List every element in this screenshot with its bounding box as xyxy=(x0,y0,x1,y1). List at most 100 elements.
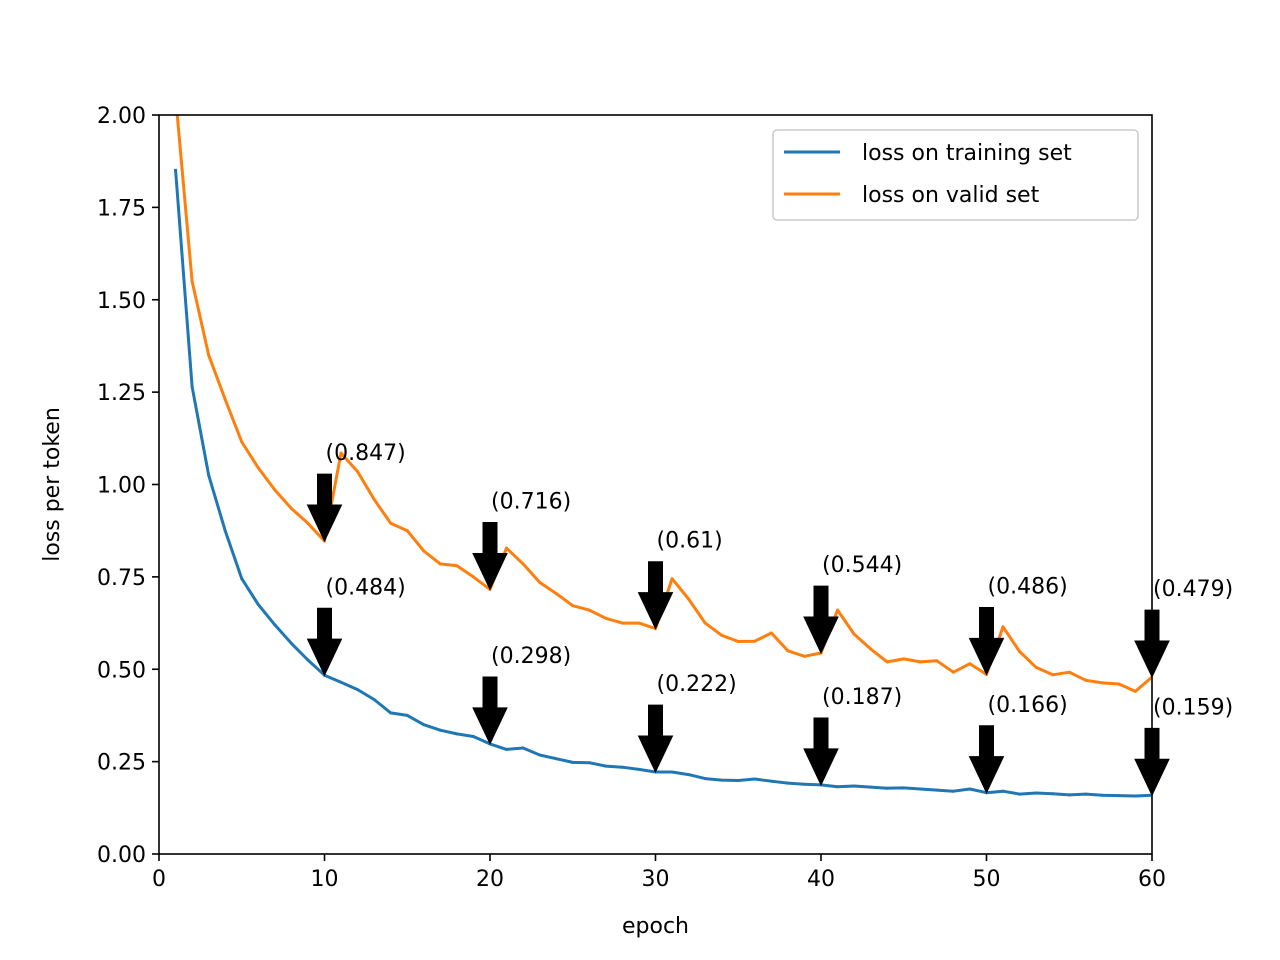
y-tick-label: 1.50 xyxy=(97,289,146,314)
x-tick-label: 0 xyxy=(152,867,166,892)
data-point xyxy=(687,597,691,601)
annotation-arrow xyxy=(637,561,674,630)
annotation-label: (0.222) xyxy=(657,672,737,697)
data-point xyxy=(736,640,740,643)
annotation-label: (0.61) xyxy=(657,529,723,554)
data-point xyxy=(339,451,343,455)
x-tick-label: 10 xyxy=(311,867,339,892)
data-point xyxy=(223,529,227,533)
data-point xyxy=(455,564,459,568)
x-tick-label: 40 xyxy=(807,867,835,892)
data-point xyxy=(951,670,955,674)
annotation-arrow xyxy=(637,704,674,774)
y-tick-label: 0.00 xyxy=(97,843,146,868)
data-point xyxy=(1001,789,1005,793)
tick-layer: 0 10 20 30 40 50 60 0.00 0.25 0.50 0.75 1.00 1.25 1.5… xyxy=(97,104,1166,892)
y-tick-label: 0.50 xyxy=(97,658,146,683)
data-point xyxy=(571,604,575,608)
data-point xyxy=(769,779,773,783)
data-point xyxy=(1084,792,1088,796)
data-point xyxy=(885,786,889,790)
data-point xyxy=(786,781,790,785)
data-point xyxy=(670,770,674,774)
x-tick-label: 30 xyxy=(642,867,670,892)
legend-label-valid: loss on valid set xyxy=(862,183,1040,208)
annotation-label: (0.847) xyxy=(326,441,406,466)
data-point xyxy=(422,549,426,553)
x-tick-label: 50 xyxy=(973,867,1001,892)
data-point xyxy=(521,562,525,566)
annotation-label: (0.159) xyxy=(1153,695,1233,720)
data-point xyxy=(620,765,624,769)
legend-box xyxy=(772,129,1139,221)
data-point xyxy=(438,728,442,732)
data-point xyxy=(786,649,790,653)
data-point xyxy=(455,732,459,736)
data-point xyxy=(753,639,757,643)
annotation-arrow xyxy=(306,607,343,677)
data-point xyxy=(1117,682,1121,686)
annotation-label: (0.716) xyxy=(491,490,571,515)
data-point xyxy=(505,747,508,751)
data-point xyxy=(803,782,806,786)
annotation-arrow xyxy=(306,473,343,543)
data-point xyxy=(389,711,393,715)
data-point xyxy=(1034,665,1038,669)
data-point xyxy=(256,466,260,470)
data-point xyxy=(703,621,707,625)
data-point xyxy=(554,592,558,595)
data-point xyxy=(1067,793,1071,797)
data-point xyxy=(637,621,641,625)
data-point xyxy=(703,777,707,781)
data-point xyxy=(736,779,740,782)
annotation-arrow xyxy=(968,607,1005,676)
data-point xyxy=(521,746,525,750)
data-point xyxy=(372,497,376,501)
data-point xyxy=(339,680,343,684)
data-point xyxy=(869,647,873,651)
data-point xyxy=(604,616,608,620)
data-point xyxy=(1018,792,1022,796)
data-point xyxy=(803,654,806,658)
x-tick-label: 20 xyxy=(476,867,504,892)
annotation-arrow xyxy=(968,725,1005,794)
data-point xyxy=(951,789,955,793)
data-point xyxy=(720,778,724,782)
data-point xyxy=(389,521,393,525)
data-point xyxy=(471,735,475,738)
y-tick-label: 1.25 xyxy=(97,381,146,406)
annotation-label: (0.187) xyxy=(822,685,902,710)
data-point xyxy=(240,440,244,444)
data-point xyxy=(935,788,939,792)
data-point xyxy=(1034,791,1038,795)
data-point xyxy=(538,580,542,584)
data-point xyxy=(1018,650,1022,653)
data-point xyxy=(918,787,922,791)
data-point xyxy=(687,773,691,777)
legend-label-training: loss on training set xyxy=(862,141,1072,166)
data-point xyxy=(1100,793,1104,797)
data-point xyxy=(869,785,873,789)
data-point xyxy=(422,723,426,727)
data-point xyxy=(885,660,889,664)
data-point xyxy=(604,764,608,768)
data-point xyxy=(1084,678,1088,682)
data-point xyxy=(587,761,591,765)
data-point xyxy=(207,353,211,357)
data-point xyxy=(769,631,773,635)
data-point xyxy=(207,473,211,477)
data-point xyxy=(1051,792,1055,796)
data-point xyxy=(852,632,856,636)
legend: loss on training set loss on valid set xyxy=(772,129,1139,221)
x-tick-label: 60 xyxy=(1138,867,1166,892)
data-point xyxy=(902,786,906,790)
data-point xyxy=(273,488,277,492)
data-point xyxy=(190,385,194,389)
data-point xyxy=(306,521,310,525)
data-point xyxy=(356,688,360,692)
data-point xyxy=(438,562,442,566)
data-point xyxy=(1051,673,1055,677)
annotation-label: (0.484) xyxy=(326,575,406,600)
annotation-label: (0.479) xyxy=(1153,577,1233,602)
